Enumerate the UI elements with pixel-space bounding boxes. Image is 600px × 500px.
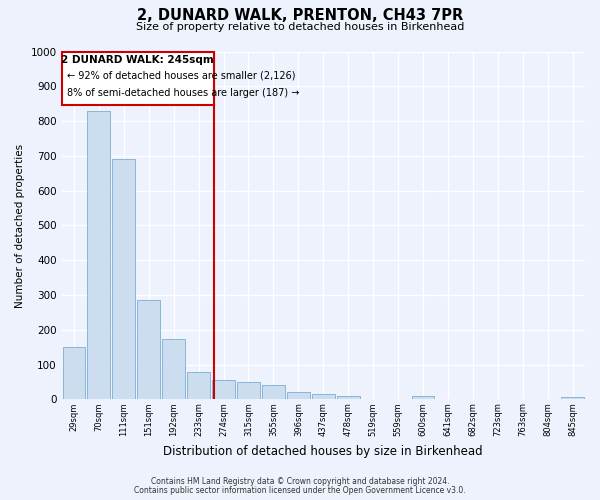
Bar (237, 382, 260, 400)
Bar (162, 338, 185, 400)
Bar (88, 112, 110, 400)
FancyBboxPatch shape (62, 52, 214, 106)
Bar (312, 394, 335, 400)
Bar (287, 392, 310, 400)
Text: ← 92% of detached houses are smaller (2,126): ← 92% of detached houses are smaller (2,… (67, 70, 295, 81)
Text: Contains HM Land Registry data © Crown copyright and database right 2024.: Contains HM Land Registry data © Crown c… (151, 477, 449, 486)
Bar (112, 160, 136, 400)
Text: 8% of semi-detached houses are larger (187) →: 8% of semi-detached houses are larger (1… (67, 88, 299, 98)
Bar (137, 300, 160, 400)
Bar (212, 380, 235, 400)
Bar (337, 396, 359, 400)
Text: 2 DUNARD WALK: 245sqm: 2 DUNARD WALK: 245sqm (61, 55, 214, 65)
X-axis label: Distribution of detached houses by size in Birkenhead: Distribution of detached houses by size … (163, 444, 483, 458)
Text: 2, DUNARD WALK, PRENTON, CH43 7PR: 2, DUNARD WALK, PRENTON, CH43 7PR (137, 8, 463, 22)
Bar (412, 396, 434, 400)
Y-axis label: Number of detached properties: Number of detached properties (15, 144, 25, 308)
Text: Contains public sector information licensed under the Open Government Licence v3: Contains public sector information licen… (134, 486, 466, 495)
Bar (62, 347, 85, 400)
Text: Size of property relative to detached houses in Birkenhead: Size of property relative to detached ho… (136, 22, 464, 32)
Bar (187, 372, 210, 400)
Bar (262, 385, 285, 400)
Bar (561, 396, 584, 400)
